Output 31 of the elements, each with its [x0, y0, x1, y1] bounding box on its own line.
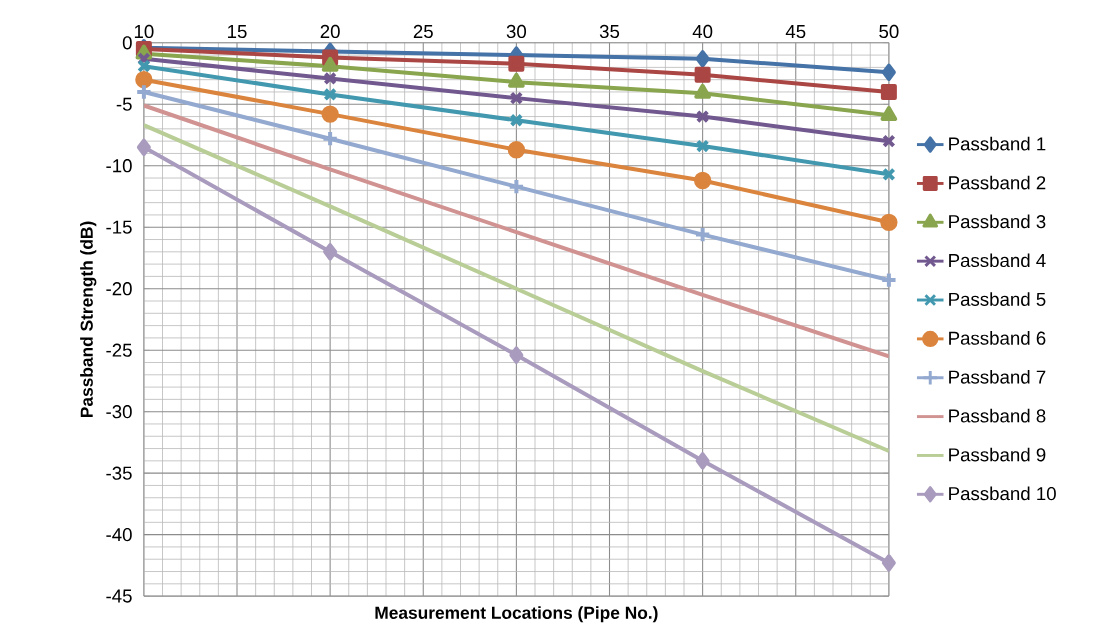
legend-label: Passband 1: [949, 136, 1046, 151]
legend-label: Passband 5: [949, 292, 1046, 306]
x-tick-label: 20: [320, 24, 340, 39]
y-tick-label: -30: [106, 405, 132, 419]
legend-label: Passband 3: [949, 214, 1046, 229]
x-axis-title: Measurement Locations (Pipe No.): [375, 606, 658, 623]
y-tick-label: -15: [106, 220, 132, 234]
x-tick-label: 10: [134, 24, 154, 39]
x-tick-label: 30: [506, 24, 527, 39]
y-tick-label: -45: [106, 589, 132, 603]
y-tick-label: -25: [106, 343, 132, 357]
x-tick-label: 15: [228, 25, 247, 39]
legend-label: Passband 10: [949, 486, 1056, 501]
legend-label: Passband 8: [949, 408, 1046, 423]
y-tick-label: 0: [122, 36, 132, 50]
legend-label: Passband 9: [949, 447, 1046, 462]
y-tick-label: -35: [106, 466, 132, 480]
x-tick-label: 50: [879, 24, 899, 39]
legend-label: Passband 4: [949, 253, 1046, 268]
y-tick-label: -20: [106, 282, 132, 296]
legend-label: Passband 2: [949, 175, 1046, 190]
y-tick-label: -5: [116, 97, 132, 111]
y-axis-title: Passband Strength (dB): [80, 221, 97, 418]
y-tick-label: -40: [106, 528, 132, 542]
x-tick-label: 25: [413, 24, 433, 39]
x-tick-label: 35: [599, 24, 620, 39]
y-tick-label: -10: [106, 159, 132, 173]
legend-label: Passband 7: [949, 369, 1046, 384]
legend-label: Passband 6: [949, 331, 1046, 345]
x-tick-label: 45: [785, 25, 806, 39]
x-tick-label: 40: [692, 24, 713, 39]
